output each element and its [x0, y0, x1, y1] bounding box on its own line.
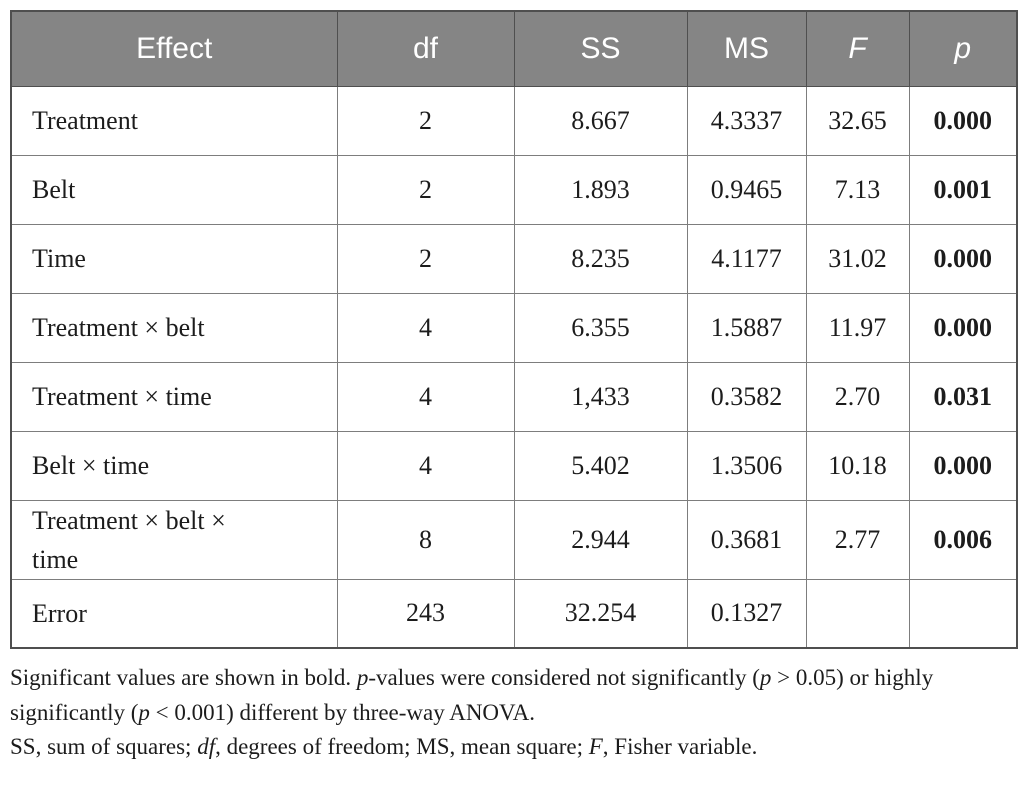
cell-p: 0.000 [908, 292, 1018, 363]
cell-ss: 8.667 [513, 85, 688, 156]
cell-p: 0.000 [908, 85, 1018, 156]
cell-effect: Time [10, 223, 338, 294]
table-figure: Effect df SS MS F p Treatment 2 8.667 4.… [10, 10, 1018, 765]
table-row: Treatment × time 4 1,433 0.3582 2.70 0.0… [10, 361, 1018, 432]
cell-df: 2 [336, 154, 515, 225]
cell-ms: 4.3337 [686, 85, 807, 156]
column-header-ms: MS [686, 10, 807, 87]
cell-f: 32.65 [805, 85, 910, 156]
cell-ms: 0.3582 [686, 361, 807, 432]
cell-df: 4 [336, 430, 515, 501]
cell-ms: 1.5887 [686, 292, 807, 363]
cell-p: 0.006 [908, 499, 1018, 580]
header-row: Effect df SS MS F p [10, 10, 1018, 87]
table-footnotes: Significant values are shown in bold. p-… [10, 649, 1016, 765]
cell-f: 7.13 [805, 154, 910, 225]
cell-ms: 0.3681 [686, 499, 807, 580]
cell-df: 8 [336, 499, 515, 580]
cell-ms: 0.1327 [686, 578, 807, 649]
cell-p: 0.031 [908, 361, 1018, 432]
cell-df: 243 [336, 578, 515, 649]
table-row: Belt × time 4 5.402 1.3506 10.18 0.000 [10, 430, 1018, 501]
cell-ss: 5.402 [513, 430, 688, 501]
cell-effect: Treatment × belt [10, 292, 338, 363]
cell-ss: 1.893 [513, 154, 688, 225]
cell-f: 2.70 [805, 361, 910, 432]
table-row: Time 2 8.235 4.1177 31.02 0.000 [10, 223, 1018, 294]
cell-ss: 2.944 [513, 499, 688, 580]
column-header-effect: Effect [10, 10, 338, 87]
cell-effect: Belt [10, 154, 338, 225]
column-header-f: F [805, 10, 910, 87]
cell-df: 2 [336, 85, 515, 156]
cell-p [908, 578, 1018, 649]
cell-df: 4 [336, 292, 515, 363]
column-header-ss: SS [513, 10, 688, 87]
cell-ms: 4.1177 [686, 223, 807, 294]
cell-ss: 8.235 [513, 223, 688, 294]
cell-f [805, 578, 910, 649]
cell-effect: Treatment × time [10, 361, 338, 432]
cell-f: 31.02 [805, 223, 910, 294]
cell-ms: 0.9465 [686, 154, 807, 225]
table-row: Treatment 2 8.667 4.3337 32.65 0.000 [10, 85, 1018, 156]
table-row: Error 243 32.254 0.1327 [10, 578, 1018, 649]
cell-p: 0.000 [908, 430, 1018, 501]
table-row: Treatment × belt × time 8 2.944 0.3681 2… [10, 499, 1018, 580]
cell-p: 0.000 [908, 223, 1018, 294]
cell-ss: 1,433 [513, 361, 688, 432]
cell-effect: Treatment × belt × time [10, 499, 338, 580]
cell-df: 2 [336, 223, 515, 294]
cell-f: 10.18 [805, 430, 910, 501]
anova-table: Effect df SS MS F p Treatment 2 8.667 4.… [10, 10, 1018, 649]
cell-p: 0.001 [908, 154, 1018, 225]
column-header-p: p [908, 10, 1018, 87]
cell-df: 4 [336, 361, 515, 432]
footnote-significance: Significant values are shown in bold. p-… [10, 665, 934, 725]
cell-effect: Belt × time [10, 430, 338, 501]
cell-ms: 1.3506 [686, 430, 807, 501]
cell-f: 2.77 [805, 499, 910, 580]
cell-effect: Treatment [10, 85, 338, 156]
table-row: Treatment × belt 4 6.355 1.5887 11.97 0.… [10, 292, 1018, 363]
column-header-df: df [336, 10, 515, 87]
cell-ss: 6.355 [513, 292, 688, 363]
footnote-abbreviations: SS, sum of squares; df, degrees of freed… [10, 734, 758, 759]
cell-ss: 32.254 [513, 578, 688, 649]
cell-effect: Error [10, 578, 338, 649]
cell-f: 11.97 [805, 292, 910, 363]
table-row: Belt 2 1.893 0.9465 7.13 0.001 [10, 154, 1018, 225]
